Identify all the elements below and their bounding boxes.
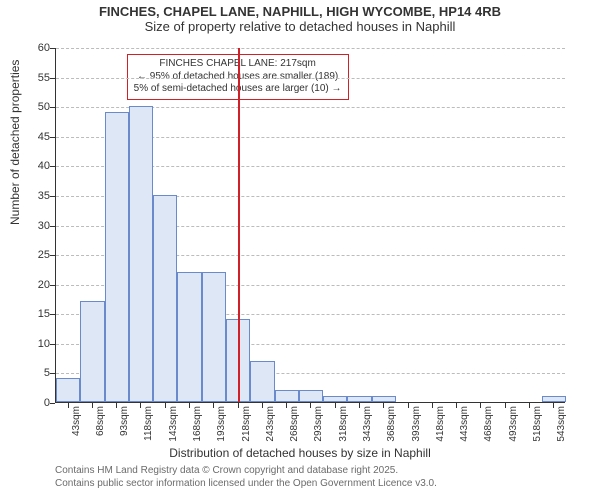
x-tick-label: 43sqm (71, 406, 82, 456)
y-tick-mark (50, 107, 55, 108)
x-tick-mark (310, 403, 311, 408)
x-tick-label: 118sqm (143, 406, 154, 456)
x-tick-label: 468sqm (483, 406, 494, 456)
x-tick-mark (408, 403, 409, 408)
x-tick-label: 493sqm (508, 406, 519, 456)
y-tick-mark (50, 314, 55, 315)
grid-line (56, 78, 565, 79)
histogram-bar (105, 112, 129, 402)
histogram-bar (202, 272, 226, 402)
chart-footer: Contains HM Land Registry data © Crown c… (55, 464, 437, 490)
x-tick-label: 93sqm (119, 406, 130, 456)
x-tick-mark (553, 403, 554, 408)
chart-title-line1: FINCHES, CHAPEL LANE, NAPHILL, HIGH WYCO… (0, 4, 600, 19)
x-tick-label: 193sqm (216, 406, 227, 456)
y-tick-mark (50, 255, 55, 256)
x-tick-mark (286, 403, 287, 408)
y-tick-mark (50, 373, 55, 374)
y-tick-mark (50, 285, 55, 286)
chart-title-line2: Size of property relative to detached ho… (0, 19, 600, 34)
chart-titles: FINCHES, CHAPEL LANE, NAPHILL, HIGH WYCO… (0, 0, 600, 34)
y-tick-mark (50, 137, 55, 138)
y-tick-label: 5 (20, 367, 50, 379)
y-tick-mark (50, 48, 55, 49)
x-tick-mark (335, 403, 336, 408)
x-tick-mark (480, 403, 481, 408)
histogram-bar (323, 396, 347, 402)
x-tick-label: 68sqm (95, 406, 106, 456)
x-tick-mark (262, 403, 263, 408)
x-tick-label: 243sqm (265, 406, 276, 456)
y-tick-label: 60 (20, 42, 50, 54)
histogram-bar (80, 301, 104, 402)
x-tick-mark (140, 403, 141, 408)
x-tick-mark (432, 403, 433, 408)
y-tick-mark (50, 196, 55, 197)
footer-line1: Contains HM Land Registry data © Crown c… (55, 464, 437, 477)
y-tick-label: 25 (20, 249, 50, 261)
x-tick-mark (116, 403, 117, 408)
x-tick-label: 393sqm (411, 406, 422, 456)
y-tick-label: 40 (20, 160, 50, 172)
footer-line2: Contains public sector information licen… (55, 477, 437, 490)
y-tick-mark (50, 344, 55, 345)
histogram-bar (56, 378, 80, 402)
y-tick-label: 0 (20, 397, 50, 409)
y-tick-mark (50, 166, 55, 167)
x-tick-mark (383, 403, 384, 408)
histogram-bar (372, 396, 396, 402)
histogram-bar (153, 195, 177, 402)
histogram-bar (177, 272, 201, 402)
x-tick-mark (68, 403, 69, 408)
x-tick-label: 268sqm (289, 406, 300, 456)
marker-line (238, 48, 240, 402)
x-tick-label: 168sqm (192, 406, 203, 456)
plot-area: FINCHES CHAPEL LANE: 217sqm← 95% of deta… (55, 48, 565, 403)
y-tick-label: 10 (20, 338, 50, 350)
x-tick-label: 368sqm (386, 406, 397, 456)
y-tick-label: 15 (20, 308, 50, 320)
histogram-bar (347, 396, 371, 402)
x-tick-mark (92, 403, 93, 408)
histogram-bar (542, 396, 566, 402)
y-tick-label: 50 (20, 101, 50, 113)
x-tick-label: 443sqm (459, 406, 470, 456)
histogram-bar (275, 390, 299, 402)
y-tick-mark (50, 226, 55, 227)
y-tick-label: 55 (20, 72, 50, 84)
x-tick-label: 518sqm (532, 406, 543, 456)
x-tick-mark (238, 403, 239, 408)
y-tick-mark (50, 403, 55, 404)
y-tick-label: 20 (20, 279, 50, 291)
grid-line (56, 48, 565, 49)
x-tick-mark (359, 403, 360, 408)
y-tick-label: 45 (20, 131, 50, 143)
x-tick-mark (165, 403, 166, 408)
x-tick-label: 343sqm (362, 406, 373, 456)
x-tick-mark (529, 403, 530, 408)
x-tick-label: 318sqm (338, 406, 349, 456)
x-tick-label: 543sqm (556, 406, 567, 456)
x-tick-mark (456, 403, 457, 408)
x-tick-label: 218sqm (241, 406, 252, 456)
x-tick-mark (189, 403, 190, 408)
histogram-bar (250, 361, 274, 402)
y-tick-label: 35 (20, 190, 50, 202)
x-tick-label: 143sqm (168, 406, 179, 456)
x-tick-mark (213, 403, 214, 408)
y-tick-label: 30 (20, 220, 50, 232)
x-tick-label: 418sqm (435, 406, 446, 456)
histogram-bar (299, 390, 323, 402)
y-tick-mark (50, 78, 55, 79)
histogram-bar (129, 106, 153, 402)
x-tick-mark (505, 403, 506, 408)
x-tick-label: 293sqm (313, 406, 324, 456)
histogram-chart: FINCHES, CHAPEL LANE, NAPHILL, HIGH WYCO… (0, 0, 600, 500)
